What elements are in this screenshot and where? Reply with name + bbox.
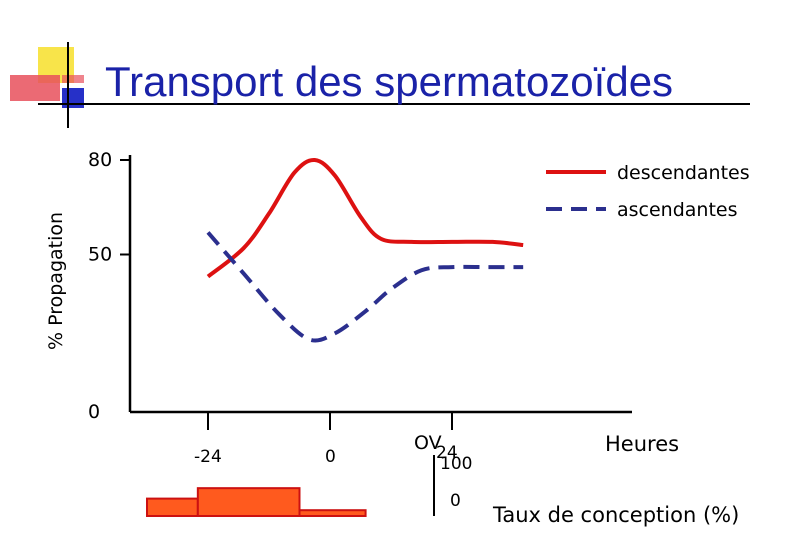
series-lines xyxy=(206,157,524,343)
y-tick-label: 50 xyxy=(88,244,112,266)
conception-bar xyxy=(146,497,199,518)
conception-scale-bottom: 0 xyxy=(450,491,461,511)
x-ticks: -24 0 24 xyxy=(194,412,458,467)
legend: descendantes ascendantes xyxy=(546,162,750,221)
legend-label-descendantes: descendantes xyxy=(617,162,750,184)
y-axis-label: % Propagation xyxy=(45,212,67,350)
series-line-descendantes xyxy=(206,157,524,279)
bullet-red-bar xyxy=(62,75,84,83)
conception-bar xyxy=(298,509,367,518)
x-tick-label: 0 xyxy=(325,447,336,467)
conception-bar xyxy=(196,487,301,518)
x-tick-label: -24 xyxy=(194,447,222,467)
x-axis-label: Heures xyxy=(605,432,679,456)
series-line-ascendantes xyxy=(206,231,524,343)
y-tick-label: 80 xyxy=(88,149,112,171)
conception-scale-top: 100 xyxy=(440,454,472,474)
y-tick-label: 0 xyxy=(88,401,100,423)
title-bullet-icon xyxy=(10,42,750,128)
page-title: Transport des spermatozoïdes xyxy=(105,58,673,105)
y-ticks: 80 50 0 xyxy=(88,149,130,423)
ov-annotation: OV xyxy=(414,432,442,454)
x-tick-label: 24 xyxy=(436,443,458,463)
legend-label-ascendantes: ascendantes xyxy=(617,199,738,221)
bullet-red-square xyxy=(10,75,60,101)
conception-label: Taux de conception (%) xyxy=(492,503,739,527)
conception-panel: 100 0 Taux de conception (%) xyxy=(146,454,739,527)
